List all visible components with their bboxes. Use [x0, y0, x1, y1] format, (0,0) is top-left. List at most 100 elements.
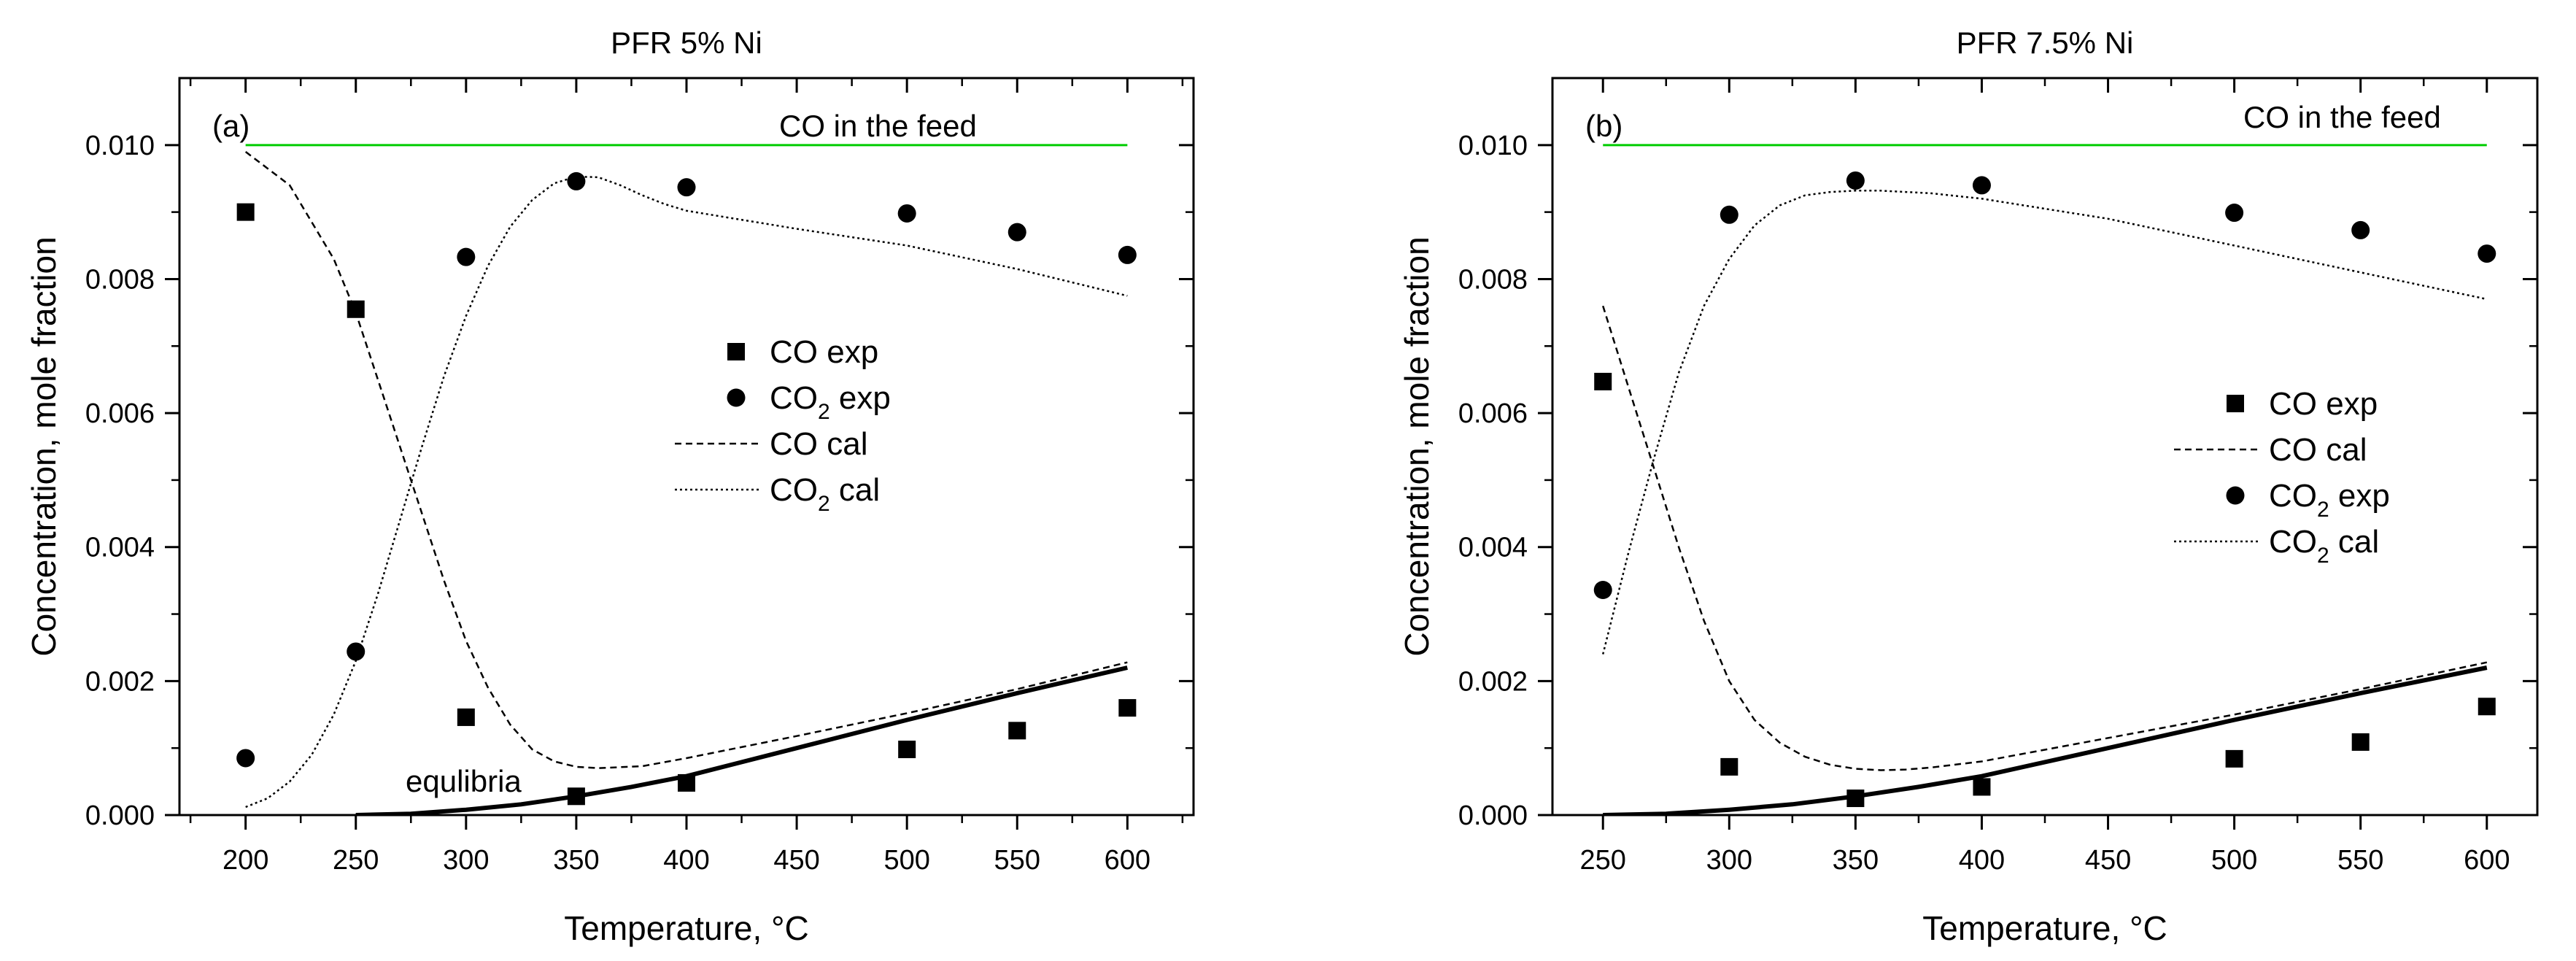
series-line-co-cal — [244, 151, 1128, 769]
y-axis-label: Concentration, mole fraction — [25, 236, 63, 656]
series-line-co2-cal — [1601, 190, 2488, 655]
chart-title: PFR 7.5% Ni — [1957, 26, 2134, 60]
x-tick-label: 500 — [2211, 845, 2257, 876]
legend-label-rest: cal — [2329, 524, 2379, 560]
co-exp-point — [1118, 699, 1137, 717]
y-axis-label: Concentration, mole fraction — [1398, 236, 1436, 656]
feed-label: CO in the feed — [779, 109, 977, 143]
co2-exp-point — [2351, 220, 2370, 239]
chart-panel-b: PFR 7.5% Ni 250 300 350 400 450 500 550 600 0.000… — [1398, 26, 2539, 947]
co-exp-point — [1973, 778, 1991, 796]
series-line-equilibria — [355, 665, 1128, 815]
co-exp-point — [2225, 749, 2243, 768]
legend-label-subscript: 2 — [2317, 498, 2329, 522]
legend-label: CO exp — [770, 334, 878, 370]
x-tick-label: 550 — [2337, 845, 2383, 876]
panel-label: (b) — [1585, 109, 1622, 143]
legend-label: CO cal — [2269, 432, 2367, 468]
legend-label-rest: exp — [2329, 478, 2390, 514]
co2-exp-point — [236, 749, 255, 768]
y-tick-label: 0.000 — [1458, 800, 1528, 831]
co-exp-point — [1594, 372, 1612, 390]
legend-label: CO2 exp — [2269, 478, 2390, 522]
y-tick-label: 0.004 — [1458, 533, 1528, 563]
y-tick-label: 0.006 — [1458, 398, 1528, 429]
y-tick-label: 0.004 — [85, 533, 155, 563]
y-tick-label: 0.002 — [85, 666, 155, 697]
legend-label: CO2 cal — [2269, 524, 2379, 568]
x-tick-label: 400 — [1959, 845, 2005, 876]
co2-exp-point — [1972, 176, 1991, 195]
y-tick-label: 0.006 — [85, 398, 155, 429]
feed-label: CO in the feed — [2243, 100, 2441, 134]
x-tick-label: 350 — [553, 845, 599, 876]
co2-exp-point — [567, 171, 586, 190]
co2-exp-point — [1007, 223, 1026, 242]
x-tick-label: 350 — [1833, 845, 1879, 876]
legend-circle-marker — [2226, 486, 2245, 505]
co-exp-point — [1846, 790, 1865, 808]
panel-label: (a) — [212, 109, 250, 143]
x-tick-label: 600 — [2464, 845, 2510, 876]
y-tick-label: 0.008 — [1458, 264, 1528, 295]
legend-label: CO2 cal — [770, 472, 880, 516]
co-exp-point — [1720, 757, 1738, 776]
co-exp-point — [1008, 722, 1026, 740]
x-axis-label: Temperature, °C — [1922, 909, 2167, 947]
legend-label-subscript: 2 — [818, 492, 830, 516]
co2-exp-point — [1846, 171, 1865, 190]
x-axis-label: Temperature, °C — [564, 909, 808, 947]
y-tick-label: 0.002 — [1458, 666, 1528, 697]
series-line-co-cal — [1602, 305, 2488, 771]
chart-panel-a: PFR 5% Ni 200 250 300 350 400 450 500 550 600 0.00… — [25, 26, 1195, 947]
legend-label: CO2 exp — [770, 380, 891, 424]
x-tick-label: 500 — [883, 845, 929, 876]
x-tick-label: 300 — [443, 845, 489, 876]
co2-exp-point — [347, 642, 365, 661]
legend-label-subscript: 2 — [2317, 544, 2329, 568]
y-tick-label: 0.010 — [85, 131, 155, 161]
co2-exp-point — [2225, 204, 2244, 223]
x-tick-label: 400 — [663, 845, 709, 876]
x-tick-label: 300 — [1706, 845, 1752, 876]
legend-label-rest: cal — [830, 472, 880, 508]
co-exp-point — [567, 787, 585, 806]
co2-exp-point — [1118, 245, 1137, 264]
co-exp-point — [457, 708, 475, 726]
legend-circle-marker — [727, 388, 746, 407]
co2-exp-point — [677, 178, 696, 197]
legend-label-subscript: 2 — [818, 400, 830, 424]
x-tick-label: 550 — [994, 845, 1040, 876]
y-tick-label: 0.010 — [1458, 131, 1528, 161]
equilibria-label: equlibria — [406, 764, 522, 798]
y-tick-label: 0.008 — [85, 264, 155, 295]
co2-exp-point — [457, 247, 476, 266]
co-exp-point — [898, 741, 916, 759]
x-tick-label: 250 — [333, 845, 379, 876]
legend-square-marker — [727, 343, 745, 360]
co2-exp-point — [1720, 205, 1738, 224]
legend-square-marker — [2227, 395, 2244, 412]
co-exp-point — [347, 300, 365, 318]
chart-title: PFR 5% Ni — [611, 26, 762, 60]
co-exp-point — [2351, 733, 2370, 751]
x-tick-label: 250 — [1580, 845, 1626, 876]
legend-label: CO cal — [770, 426, 867, 462]
co-exp-point — [2478, 698, 2496, 716]
x-tick-label: 450 — [773, 845, 819, 876]
x-tick-label: 600 — [1105, 845, 1150, 876]
y-tick-label: 0.000 — [85, 800, 155, 831]
co2-exp-point — [897, 204, 916, 223]
co-exp-point — [678, 773, 695, 792]
x-tick-label: 450 — [2085, 845, 2131, 876]
series-line-co2-cal — [245, 175, 1128, 808]
co2-exp-point — [1593, 580, 1612, 599]
legend-label-rest: exp — [830, 380, 891, 416]
series-line-equilibria — [1603, 665, 2488, 815]
legend-label: CO exp — [2269, 386, 2378, 422]
plot-frame — [1551, 77, 2539, 817]
co-exp-point — [236, 203, 255, 221]
